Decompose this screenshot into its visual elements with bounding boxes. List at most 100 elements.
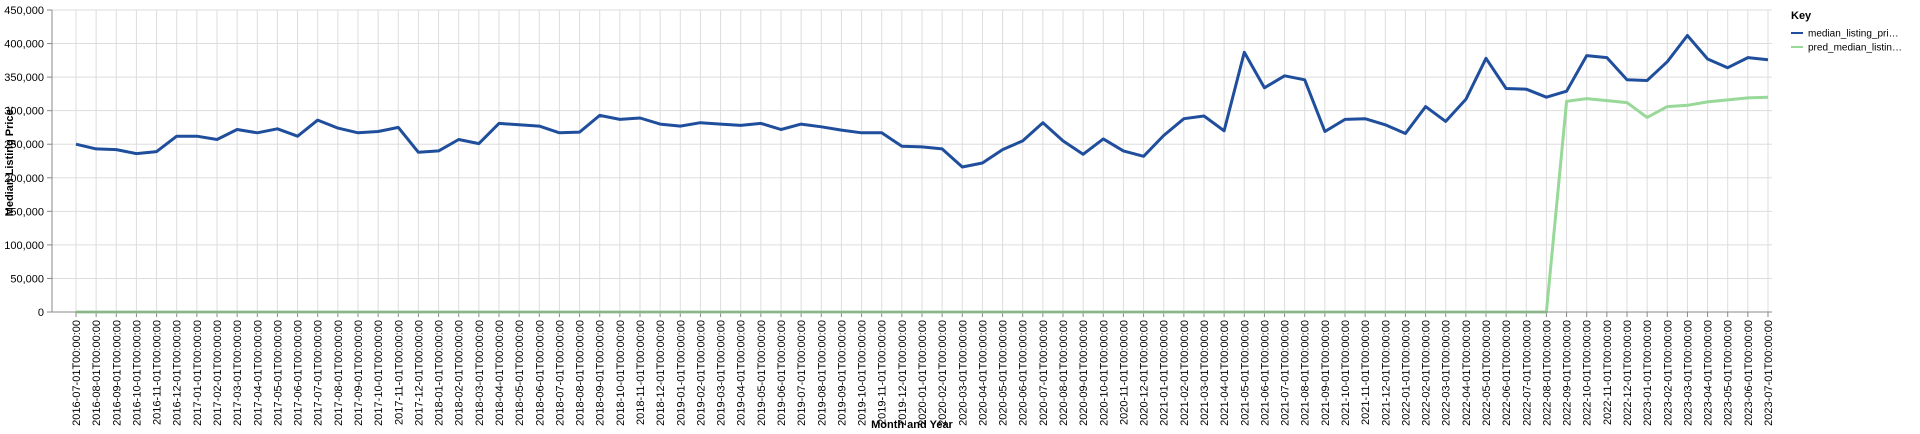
x-tick-label: 2021-05-01T00:00:00 — [1239, 320, 1251, 426]
x-tick-label: 2017-09-01T00:00:00 — [353, 320, 365, 426]
y-tick-label: 250,000 — [4, 139, 44, 151]
x-tick-label: 2022-02-01T00:00:00 — [1421, 320, 1433, 426]
x-tick-label: 2020-10-01T00:00:00 — [1098, 320, 1110, 426]
x-tick-label: 2022-12-01T00:00:00 — [1622, 320, 1634, 426]
x-tick-label: 2020-11-01T00:00:00 — [1118, 320, 1130, 425]
x-tick-label: 2016-07-01T00:00:00 — [71, 320, 83, 426]
x-tick-label: 2019-05-01T00:00:00 — [756, 320, 768, 426]
y-tick-label: 100,000 — [4, 240, 44, 252]
x-tick-label: 2020-09-01T00:00:00 — [1078, 320, 1090, 426]
x-tick-label: 2023-06-01T00:00:00 — [1743, 320, 1755, 426]
x-tick-label: 2021-02-01T00:00:00 — [1179, 320, 1191, 426]
x-tick-label: 2018-04-01T00:00:00 — [494, 320, 506, 426]
legend-label: median_listing_pri… — [1808, 29, 1899, 40]
x-tick-label: 2017-05-01T00:00:00 — [272, 320, 284, 426]
x-tick-label: 2017-06-01T00:00:00 — [293, 320, 305, 426]
x-tick-label: 2020-01-01T00:00:00 — [917, 320, 929, 426]
x-axis-title: Month and Year — [871, 419, 953, 431]
x-tick-label: 2019-10-01T00:00:00 — [857, 320, 869, 426]
x-tick-label: 2017-03-01T00:00:00 — [232, 320, 244, 426]
x-tick-label: 2017-02-01T00:00:00 — [212, 320, 224, 426]
x-axis-ticks: 2016-07-01T00:00:00 2016-08-01T00:00:00 20… — [71, 312, 1775, 426]
x-tick-label: 2016-09-01T00:00:00 — [111, 320, 123, 426]
x-tick-label: 2021-08-01T00:00:00 — [1300, 320, 1312, 426]
x-tick-label: 2020-08-01T00:00:00 — [1058, 320, 1070, 426]
x-tick-label: 2021-06-01T00:00:00 — [1259, 320, 1271, 426]
y-axis-title: Median Listing Price: — [4, 106, 16, 217]
x-tick-label: 2016-11-01T00:00:00 — [152, 320, 164, 425]
x-tick-label: 2017-04-01T00:00:00 — [252, 320, 264, 426]
x-tick-label: 2018-12-01T00:00:00 — [655, 320, 667, 426]
x-tick-label: 2018-03-01T00:00:00 — [474, 320, 486, 426]
x-tick-label: 2023-01-01T00:00:00 — [1642, 320, 1654, 426]
x-tick-label: 2018-05-01T00:00:00 — [514, 320, 526, 426]
x-tick-label: 2019-03-01T00:00:00 — [716, 320, 728, 426]
x-tick-label: 2021-09-01T00:00:00 — [1320, 320, 1332, 426]
x-tick-label: 2017-12-01T00:00:00 — [413, 320, 425, 426]
grid-lines — [52, 9, 1772, 313]
x-tick-label: 2019-04-01T00:00:00 — [736, 320, 748, 426]
x-tick-label: 2022-04-01T00:00:00 — [1461, 320, 1473, 426]
x-tick-label: 2019-06-01T00:00:00 — [776, 320, 788, 426]
x-tick-label: 2021-03-01T00:00:00 — [1199, 320, 1211, 426]
x-tick-label: 2019-09-01T00:00:00 — [836, 320, 848, 426]
x-tick-label: 2019-08-01T00:00:00 — [816, 320, 828, 426]
series-line — [75, 34, 1769, 169]
x-tick-label: 2022-05-01T00:00:00 — [1481, 320, 1493, 426]
x-tick-label: 2022-01-01T00:00:00 — [1400, 320, 1412, 426]
y-tick-label: 300,000 — [4, 106, 44, 118]
y-tick-label: 150,000 — [4, 206, 44, 218]
legend: Key median_listing_pri… pred_median_listi… — [1791, 10, 1902, 54]
y-tick-label: 0 — [38, 307, 44, 319]
x-tick-label: 2022-09-01T00:00:00 — [1562, 320, 1574, 426]
y-tick-label: 450,000 — [4, 5, 44, 17]
y-tick-label: 50,000 — [10, 273, 44, 285]
x-tick-label: 2020-03-01T00:00:00 — [957, 320, 969, 426]
x-tick-label: 2022-10-01T00:00:00 — [1582, 320, 1594, 426]
x-tick-label: 2017-01-01T00:00:00 — [192, 320, 204, 426]
x-tick-label: 2018-08-01T00:00:00 — [575, 320, 587, 426]
x-tick-label: 2022-11-01T00:00:00 — [1602, 320, 1614, 425]
x-tick-label: 2018-09-01T00:00:00 — [595, 320, 607, 426]
y-tick-label: 400,000 — [4, 39, 44, 51]
x-tick-label: 2021-12-01T00:00:00 — [1380, 320, 1392, 426]
x-tick-label: 2020-07-01T00:00:00 — [1038, 320, 1050, 426]
x-tick-label: 2021-11-01T00:00:00 — [1360, 320, 1372, 425]
x-tick-label: 2020-06-01T00:00:00 — [1018, 320, 1030, 426]
x-tick-label: 2019-01-01T00:00:00 — [675, 320, 687, 426]
x-tick-label: 2018-11-01T00:00:00 — [635, 320, 647, 425]
x-tick-label: 2020-04-01T00:00:00 — [977, 320, 989, 426]
x-tick-label: 2022-06-01T00:00:00 — [1501, 320, 1513, 426]
x-tick-label: 2021-10-01T00:00:00 — [1340, 320, 1352, 426]
x-tick-label: 2017-11-01T00:00:00 — [393, 320, 405, 425]
x-tick-label: 2019-02-01T00:00:00 — [695, 320, 707, 426]
x-tick-label: 2022-03-01T00:00:00 — [1441, 320, 1453, 426]
x-tick-label: 2019-12-01T00:00:00 — [897, 320, 909, 426]
y-axis-ticks: 0 50,000 100,000 150,000 200,000 250,000 300,0… — [4, 5, 52, 319]
x-tick-label: 2018-07-01T00:00:00 — [554, 320, 566, 426]
legend-label: pred_median_listin… — [1808, 43, 1902, 54]
x-tick-label: 2019-07-01T00:00:00 — [796, 320, 808, 426]
x-tick-label: 2016-10-01T00:00:00 — [131, 320, 143, 426]
x-tick-label: 2020-05-01T00:00:00 — [998, 320, 1010, 426]
x-tick-label: 2021-07-01T00:00:00 — [1280, 320, 1292, 426]
x-tick-label: 2023-07-01T00:00:00 — [1763, 320, 1775, 426]
x-tick-label: 2021-04-01T00:00:00 — [1219, 320, 1231, 426]
x-tick-label: 2018-02-01T00:00:00 — [454, 320, 466, 426]
x-tick-label: 2017-07-01T00:00:00 — [313, 320, 325, 426]
x-tick-label: 2023-05-01T00:00:00 — [1723, 320, 1735, 426]
x-tick-label: 2017-10-01T00:00:00 — [373, 320, 385, 426]
x-tick-label: 2023-04-01T00:00:00 — [1703, 320, 1715, 426]
legend-title: Key — [1791, 10, 1812, 22]
x-tick-label: 2018-10-01T00:00:00 — [615, 320, 627, 426]
x-tick-label: 2019-11-01T00:00:00 — [877, 320, 889, 425]
x-tick-label: 2023-02-01T00:00:00 — [1662, 320, 1674, 426]
x-tick-label: 2023-03-01T00:00:00 — [1682, 320, 1694, 426]
x-tick-label: 2022-08-01T00:00:00 — [1541, 320, 1553, 426]
y-tick-label: 200,000 — [4, 173, 44, 185]
x-tick-label: 2020-12-01T00:00:00 — [1139, 320, 1151, 426]
x-tick-label: 2016-12-01T00:00:00 — [172, 320, 184, 426]
x-tick-label: 2016-08-01T00:00:00 — [91, 320, 103, 426]
x-tick-label: 2021-01-01T00:00:00 — [1159, 320, 1171, 426]
